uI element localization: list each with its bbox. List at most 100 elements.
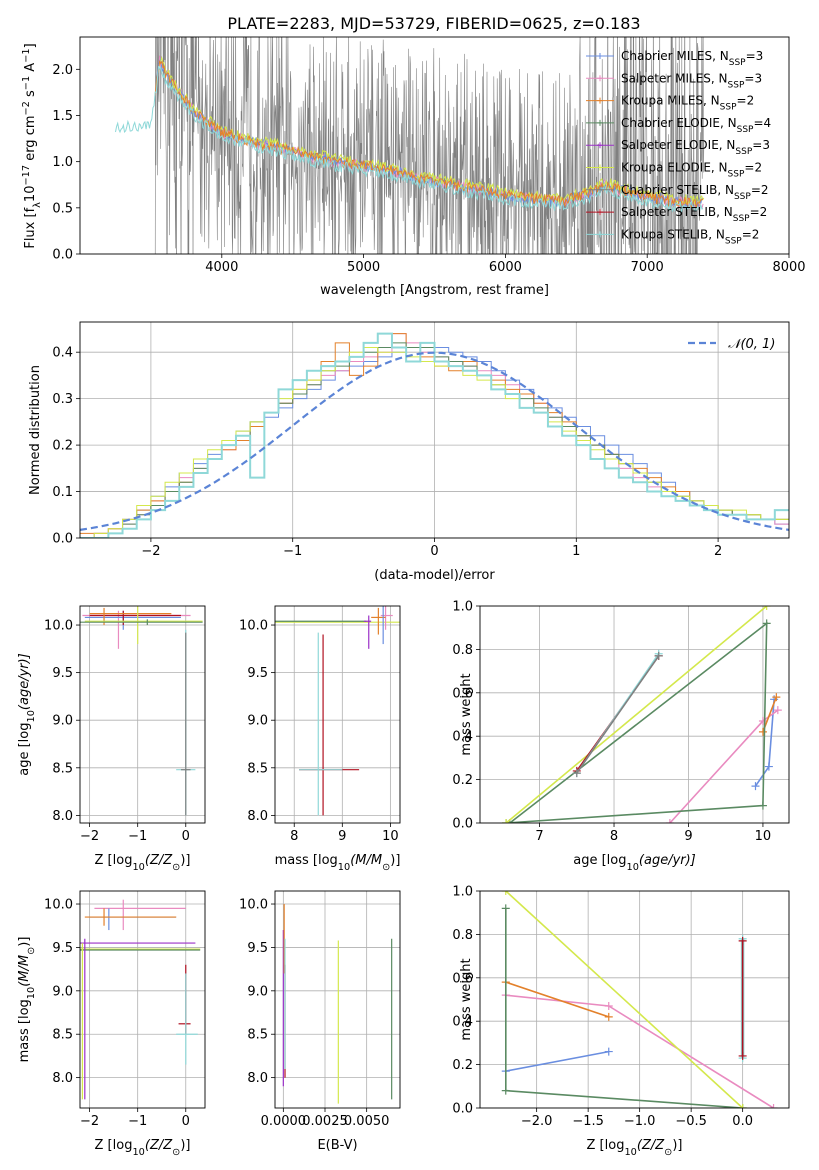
age-vs-Z-panel: −2 −1 0 8.0 8.5 9.0 9.5 10.0 Z [log10(Z/Z⊙)] age …: [17, 605, 206, 873]
data-point: [762, 606, 771, 610]
plot-area: [80, 891, 205, 1108]
figure-title: PLATE=2283, MJD=53729, FIBERID=0625, z=0…: [227, 14, 640, 33]
series-line: [505, 606, 768, 823]
spectrum-panel: 4000 5000 6000 7000 8000 0.0 0.5 1.0 1.5 2.0 Chabr…: [21, 36, 806, 298]
legend-label: 𝒩(0, 1): [728, 337, 775, 352]
x-axis-label: Z [log10(Z/Z⊙)]: [95, 853, 191, 873]
y-tick-label: 8.5: [52, 761, 73, 776]
data-point: [502, 819, 511, 823]
error-bar: [82, 610, 191, 649]
y-tick-label: 10.0: [239, 898, 268, 913]
y-tick-label: 1.0: [52, 155, 73, 170]
y-tick-label: 1.0: [452, 885, 473, 900]
x-tick-label: −2: [80, 1114, 99, 1129]
data-point: [751, 782, 760, 791]
legend-label: Salpeter ELODIE, NSSP=3: [621, 138, 770, 157]
y-tick-label: 9.0: [247, 984, 268, 999]
data-point: [665, 819, 674, 823]
x-tick-label: 0: [182, 829, 190, 844]
data-point: [772, 693, 781, 702]
x-tick-label: 1: [572, 544, 580, 559]
legend-label: Salpeter MILES, NSSP=3: [621, 71, 762, 90]
error-bar: [94, 899, 186, 931]
plot-area: [275, 606, 400, 823]
model-spectrum: [115, 65, 704, 213]
y-tick-label: 0.3: [52, 392, 73, 407]
data-point: [501, 904, 510, 913]
x-axis-label: E(B-V): [317, 1138, 357, 1153]
y-tick-label: 0.5: [52, 201, 73, 216]
legend-label: Chabrier MILES, NSSP=3: [621, 49, 763, 68]
error-bar: [180, 632, 191, 816]
model-spectrum: [159, 55, 705, 206]
x-tick-label: 0: [430, 544, 438, 559]
x-tick-label: −0.5: [675, 1114, 707, 1129]
error-bar: [84, 606, 203, 645]
y-axis-label: Normed distribution: [28, 365, 43, 495]
y-tick-label: 9.0: [247, 714, 268, 729]
y-tick-label: 0.4: [452, 1015, 473, 1030]
legend-marker: [597, 231, 603, 238]
y-tick-label: 9.5: [52, 941, 73, 956]
error-bar: [84, 908, 177, 926]
error-bar: [80, 619, 203, 626]
plot-area: [80, 606, 205, 823]
x-tick-label: 8: [290, 829, 298, 844]
x-tick-label: 10: [755, 829, 772, 844]
x-tick-label: 0.0025: [302, 1114, 348, 1129]
error-bar: [363, 615, 372, 649]
data-point: [758, 801, 767, 810]
y-tick-label: 1.5: [52, 109, 73, 124]
x-axis-label: (data-model)/error: [374, 568, 495, 583]
x-tick-label: 10: [382, 829, 399, 844]
data-point: [654, 651, 663, 660]
x-axis-label: wavelength [Angstrom, rest frame]: [320, 283, 549, 298]
legend-label: Chabrier STELIB, NSSP=2: [621, 183, 769, 202]
legend-label: Salpeter STELIB, NSSP=2: [621, 205, 767, 224]
x-tick-label: −2.0: [521, 1114, 553, 1129]
x-tick-label: 7: [535, 829, 543, 844]
x-axis-label: Z [log10(Z/Z⊙)]: [587, 1138, 683, 1158]
x-axis-label: mass [log10(M/M⊙)]: [275, 853, 401, 873]
x-axis-label: age [log10(age/yr)]: [573, 853, 696, 873]
x-tick-label: −1.5: [572, 1114, 604, 1129]
y-tick-label: 0.0: [452, 817, 473, 832]
y-axis-label: age [log10(age/yr)]: [17, 653, 37, 776]
legend-marker: [597, 53, 603, 59]
series-line: [506, 621, 768, 823]
y-tick-label: 10.0: [239, 619, 268, 634]
data-point: [773, 706, 782, 715]
weight-vs-Z-panel: −2.0 −1.5 −1.0 −0.5 0.0 0.0 0.2 0.4 0.6 0.8 1.0 Z […: [452, 885, 790, 1158]
axes-frame: [79, 36, 790, 255]
x-axis-label: Z [log10(Z/Z⊙)]: [95, 1138, 191, 1158]
y-tick-label: 0.2: [452, 773, 473, 788]
data-point: [738, 1051, 747, 1060]
legend-label: Kroupa MILES, NSSP=2: [621, 94, 754, 113]
residuals-panel: −2 −1 0 1 2 0.0 0.1 0.2 0.3 0.4 𝒩(0, 1) (data-model…: [28, 321, 790, 583]
y-tick-label: 0.1: [52, 485, 73, 500]
legend-marker: [597, 97, 603, 104]
x-tick-label: 4000: [205, 260, 238, 275]
data-point: [758, 717, 767, 726]
data-point: [501, 891, 510, 895]
series-line: [504, 908, 743, 1108]
data-point: [758, 727, 767, 736]
axes-frame: [79, 605, 206, 824]
axes-frame: [79, 890, 206, 1109]
y-axis-label: mass [log10(M/M⊙)]: [17, 937, 37, 1063]
y-tick-label: 8.0: [52, 809, 73, 824]
observed-spectrum: [154, 37, 705, 254]
legend-marker: [597, 186, 603, 193]
gaussian-curve: [80, 351, 789, 531]
x-tick-label: −2: [141, 544, 160, 559]
x-tick-label: 0: [182, 1114, 190, 1129]
y-tick-label: 8.0: [247, 809, 268, 824]
data-point: [604, 1012, 613, 1021]
y-tick-label: 0.0: [52, 532, 73, 547]
series-line: [576, 655, 660, 774]
data-point: [738, 936, 747, 945]
y-tick-label: 0.8: [452, 643, 473, 658]
axes-frame: [479, 605, 790, 824]
legend-marker: [597, 164, 603, 171]
